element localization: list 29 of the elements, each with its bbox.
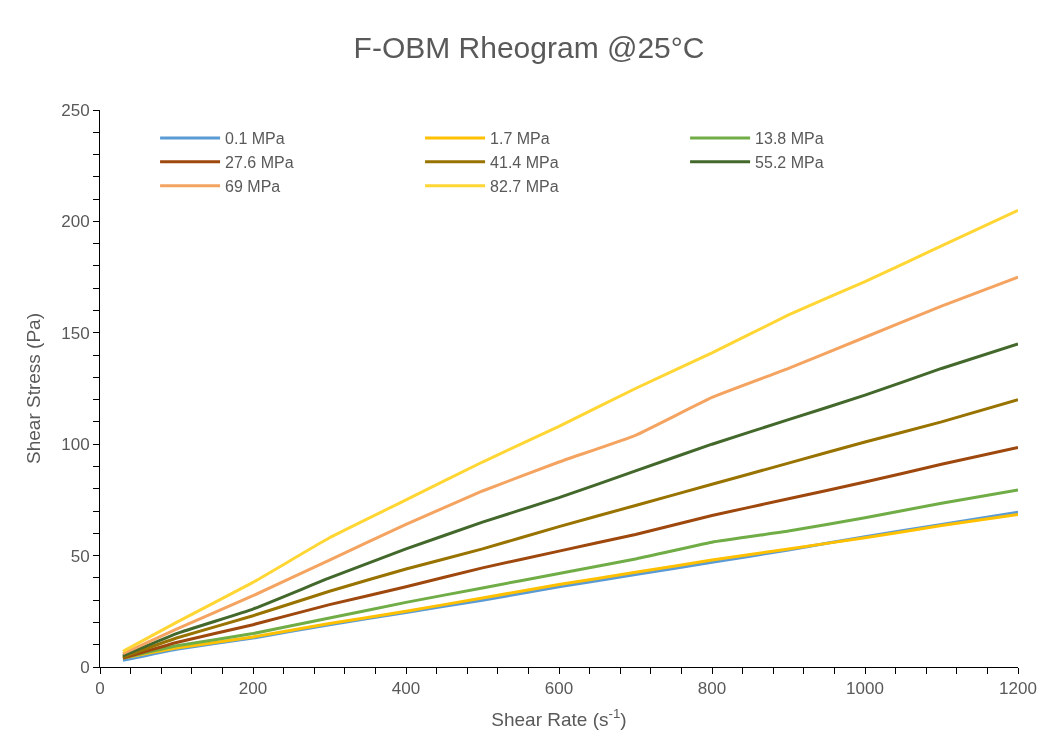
legend-label: 55.2 MPa (755, 154, 824, 172)
x-tick-label: 400 (391, 679, 421, 699)
y-tick-label: 100 (61, 435, 90, 455)
y-tick-label: 200 (61, 212, 90, 232)
x-tick-label: 800 (697, 679, 727, 699)
y-tick-label: 0 (80, 657, 90, 677)
x-axis-title: Shear Rate (s$^{-1}$) (491, 706, 627, 731)
line-series (121, 398, 1018, 659)
legend-label: 82.7 MPa (490, 177, 559, 195)
line-series (121, 342, 1018, 658)
x-tick-label: 1200 (999, 679, 1037, 699)
line-series (121, 275, 1018, 656)
line-series (121, 208, 1018, 653)
y-tick-label: 50 (70, 546, 90, 566)
chart-title: F-OBM Rheogram @25°C (353, 31, 705, 65)
x-tick-label: 600 (544, 679, 574, 699)
x-tick-label: 1000 (846, 679, 884, 699)
legend-label: 69 MPa (225, 177, 281, 195)
legend-label: 27.6 MPa (225, 154, 294, 172)
x-tick-label: 0 (95, 679, 105, 699)
y-tick-label: 150 (61, 323, 90, 343)
legend-label: 1.7 MPa (490, 130, 550, 148)
legend-label: 0.1 MPa (225, 130, 285, 148)
y-axis-title: Shear Stress (Pa) (23, 313, 45, 464)
legend-label: 13.8 MPa (755, 130, 824, 148)
line-series (121, 446, 1018, 660)
x-tick-label: 200 (238, 679, 268, 699)
y-tick-label: 250 (61, 100, 90, 120)
legend-label: 41.4 MPa (490, 154, 559, 172)
